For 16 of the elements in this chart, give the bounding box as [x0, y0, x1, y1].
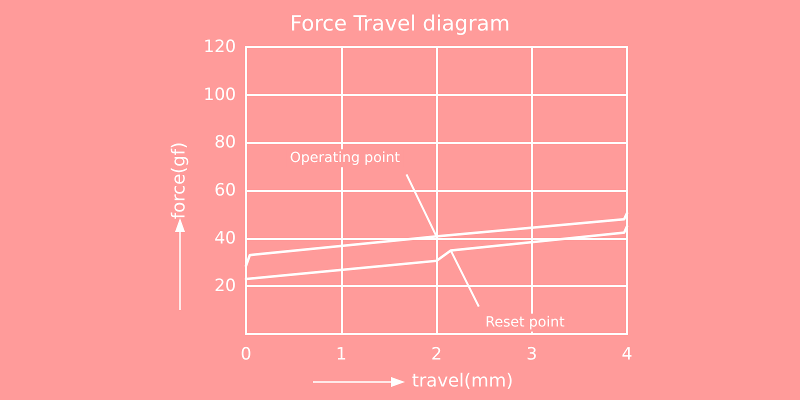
annotation: Reset point: [485, 314, 566, 331]
y-tick-label: 80: [214, 132, 236, 153]
y-tick-label: 120: [204, 37, 236, 57]
x-tick-label: 0: [240, 344, 252, 364]
chart-title: Force Travel diagram: [290, 12, 510, 36]
y-tick-label: 100: [204, 84, 236, 105]
annotation: Operating point: [290, 150, 401, 166]
x-tick-label: 4: [622, 344, 632, 364]
x-axis-title: travel(mm): [412, 370, 514, 392]
y-tick-label: 60: [214, 180, 236, 200]
y-tick-label: 40: [214, 228, 236, 248]
y-tick-label: 20: [214, 276, 236, 296]
x-tick-label: 3: [526, 344, 538, 364]
y-axis-title: force(gf): [168, 142, 190, 220]
x-tick-label: 2: [431, 344, 442, 364]
x-tick-label: 1: [336, 344, 347, 364]
